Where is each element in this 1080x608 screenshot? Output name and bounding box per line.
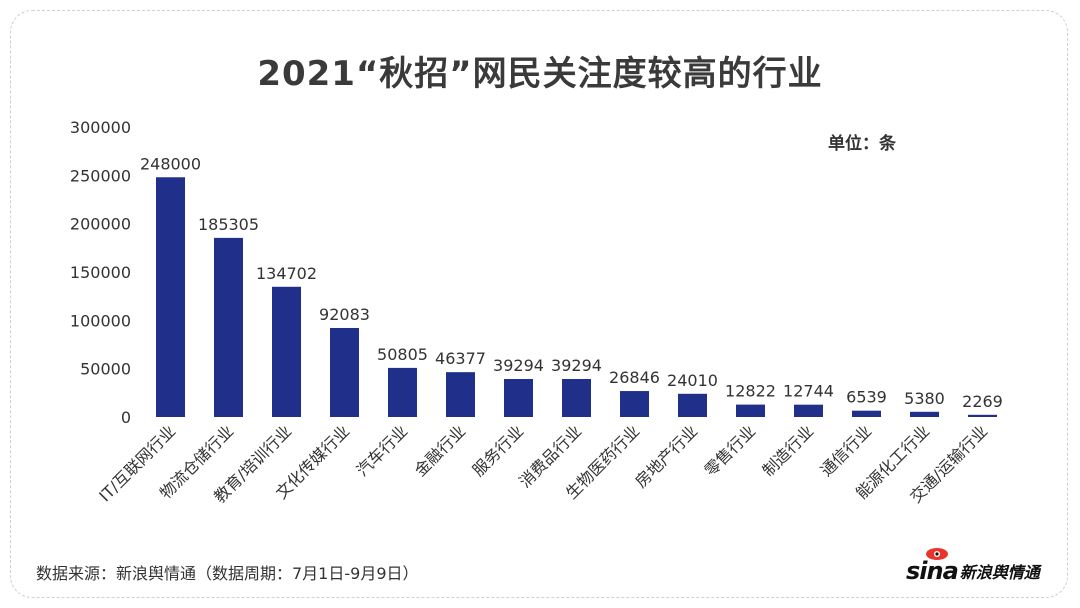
- bars: [156, 177, 997, 417]
- bar-value-label: 12744: [783, 382, 834, 401]
- bar-value-label: 6539: [846, 388, 887, 407]
- y-tick-label: 0: [121, 408, 131, 427]
- y-tick-label: 300000: [70, 118, 131, 137]
- y-axis-ticks: 300000 250000 200000 150000 100000 50000 0: [70, 118, 131, 427]
- category-label: 制造行业: [759, 421, 818, 480]
- bar: [156, 177, 185, 417]
- category-label: 汽车行业: [353, 421, 412, 480]
- bar: [446, 372, 475, 417]
- category-label: 房地产行业: [631, 421, 701, 491]
- category-label: 通信行业: [817, 421, 876, 480]
- y-tick-label: 200000: [70, 215, 131, 234]
- bar-value-label: 5380: [904, 389, 945, 408]
- unit-label: 单位：条: [828, 134, 896, 154]
- y-tick-label: 100000: [70, 311, 131, 330]
- bar-value-label: 92083: [319, 305, 370, 324]
- bar-value-label: 39294: [493, 356, 544, 375]
- y-tick-label: 150000: [70, 263, 131, 282]
- bar: [214, 237, 243, 417]
- value-labels: 248000 185305 134702 92083 50805 46377 39294 39…: [140, 154, 1003, 411]
- bar: [562, 379, 591, 417]
- y-tick-label: 250000: [70, 166, 131, 185]
- sina-logo-mark: sina: [906, 557, 959, 585]
- bar-value-label: 2269: [962, 392, 1003, 411]
- bar: [910, 411, 939, 417]
- category-label: 金融行业: [411, 421, 470, 480]
- bar-value-label: 46377: [435, 349, 486, 368]
- bar: [504, 379, 533, 417]
- y-tick-label: 50000: [80, 360, 131, 379]
- sina-logo-text: 新浪舆情通: [959, 563, 1040, 582]
- sina-eye-icon: [926, 548, 948, 560]
- bar-value-label: 134702: [256, 264, 317, 283]
- bar-value-label: 39294: [551, 356, 602, 375]
- bar: [678, 393, 707, 417]
- bar: [388, 367, 417, 417]
- bar: [794, 404, 823, 417]
- bar: [272, 286, 301, 417]
- bar: [852, 410, 881, 417]
- bar-value-label: 12822: [725, 382, 776, 401]
- data-source-note: 数据来源：新浪舆情通（数据周期：7月1日-9月9日）: [36, 564, 419, 583]
- bar-value-label: 24010: [667, 371, 718, 390]
- bar: [620, 391, 649, 417]
- bar: [968, 414, 997, 417]
- bar: [330, 327, 359, 417]
- bar-value-label: 185305: [198, 215, 259, 234]
- bar: [736, 404, 765, 417]
- bar-value-label: 26846: [609, 368, 660, 387]
- bar-value-label: 50805: [377, 345, 428, 364]
- chart-card: [10, 10, 1068, 598]
- chart-title: 2021“秋招”网民关注度较高的行业: [257, 54, 823, 94]
- category-label: 服务行业: [469, 421, 528, 480]
- bar-value-label: 248000: [140, 154, 201, 173]
- category-label: 零售行业: [701, 421, 760, 480]
- sina-logo: sina 新浪舆情通: [906, 556, 1040, 586]
